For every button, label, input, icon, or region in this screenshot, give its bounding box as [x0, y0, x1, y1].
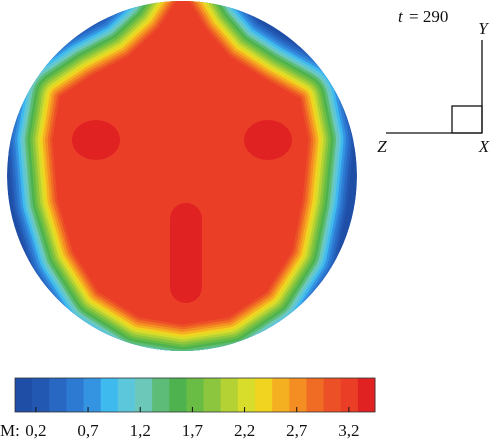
- colorbar-swatch: [169, 378, 187, 412]
- contour-field: [7, 1, 357, 351]
- colorbar-swatch: [49, 378, 67, 412]
- colorbar-tick-label: 0,2: [25, 421, 46, 440]
- colorbar-swatch: [306, 378, 325, 412]
- colorbar-swatch: [220, 378, 239, 412]
- colorbar-swatch: [83, 378, 102, 412]
- colorbar-tick-label: 1,7: [182, 421, 204, 440]
- axis-triad: [386, 40, 483, 134]
- colorbar-swatch: [272, 378, 290, 412]
- colorbar-swatch: [340, 378, 359, 412]
- colorbar-swatch: [135, 378, 153, 412]
- colorbar-tick-label: 2,2: [234, 421, 255, 440]
- y-axis-label: Y: [478, 19, 489, 38]
- colorbar-swatch: [357, 378, 376, 412]
- colorbar-tick-label: 3,2: [338, 421, 359, 440]
- colorbar-swatch: [237, 378, 256, 412]
- colorbar-tick-label: 0,7: [77, 421, 99, 440]
- colorbar-swatch: [117, 378, 136, 412]
- colorbar-swatch: [203, 378, 222, 412]
- colorbar-swatch: [66, 378, 85, 412]
- colorbar-frame: [14, 377, 376, 413]
- time-symbol: t: [398, 7, 404, 26]
- time-text: = 290: [409, 7, 448, 26]
- contour-band: [52, 1, 309, 325]
- z-axis-label: Z: [377, 137, 387, 156]
- colorbar-tick-label: 2,7: [286, 421, 308, 440]
- colorbar-tick-label: 1,2: [130, 421, 151, 440]
- colorbar-swatch: [100, 378, 119, 412]
- peak-region: [244, 120, 292, 160]
- colorbar: 0,2 0,7 1,2 1,7 2,2 2,7 3,2: [14, 377, 376, 440]
- corner-square: [451, 105, 483, 134]
- x-axis-label: X: [478, 137, 490, 156]
- colorbar-swatch: [186, 378, 205, 412]
- colorbar-swatch: [15, 378, 33, 412]
- peak-region: [170, 203, 202, 303]
- colorbar-swatch: [152, 378, 170, 412]
- colorbar-label: M:: [0, 421, 20, 440]
- colorbar-swatch: [32, 378, 50, 412]
- colorbar-swatch: [323, 378, 342, 412]
- colorbar-swatch: [255, 378, 273, 412]
- peak-region: [72, 120, 120, 160]
- colorbar-swatch: [289, 378, 307, 412]
